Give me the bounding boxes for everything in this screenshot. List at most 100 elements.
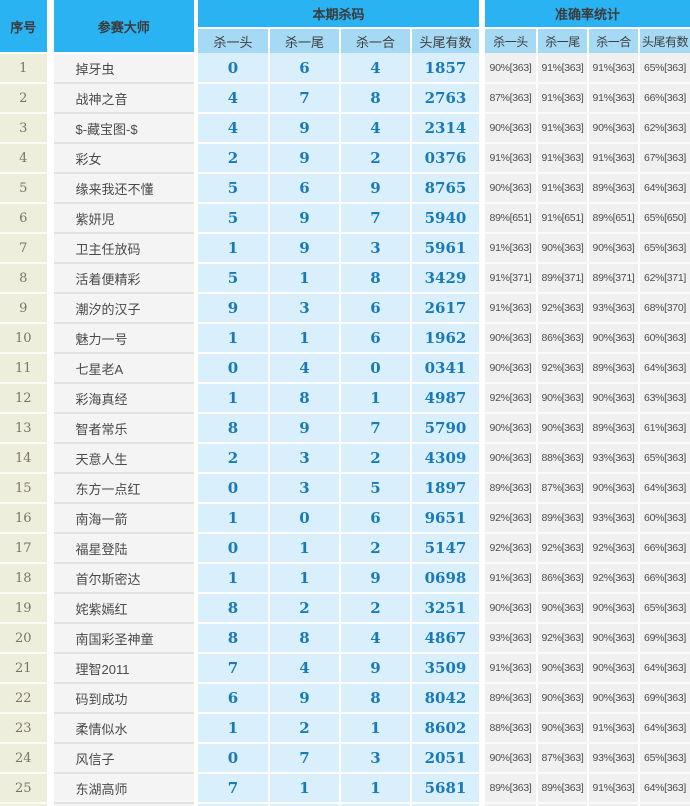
- master-name: 首尔斯密达: [46, 563, 196, 594]
- kill-sum-value: 6: [339, 503, 411, 534]
- row-number: 3: [0, 113, 50, 144]
- kill-tail-value: 4: [268, 353, 340, 384]
- kill-tail-value: 9: [268, 143, 340, 174]
- kill-head-value: 5: [194, 203, 269, 234]
- master-name: 战神之音: [46, 83, 196, 114]
- acc-headtail-value: 64%[363]: [638, 353, 690, 384]
- kill-head-value: 4: [194, 83, 269, 114]
- kill-sum-value: 8: [339, 83, 411, 114]
- kill-head-value: 7: [194, 653, 269, 684]
- kill-sum-value: 8: [339, 683, 411, 714]
- master-name: 风信子: [46, 743, 196, 774]
- master-name: 天意人生: [46, 443, 196, 474]
- headtail-number-value: 5940: [409, 203, 483, 234]
- acc-headtail-value: 66%[363]: [638, 533, 690, 564]
- acc-kill-sum-value: 90%[363]: [587, 323, 640, 354]
- master-name: $-藏宝图-$: [46, 113, 196, 144]
- kill-head-value: 1: [194, 713, 269, 744]
- table-row: 21 理智2011 7 4 9 3509 91%[363] 90%[363] 9…: [0, 653, 690, 684]
- master-name: 福星登陆: [46, 533, 196, 564]
- acc-headtail-value: 66%[363]: [638, 83, 690, 114]
- master-name: 理智2011: [46, 653, 196, 684]
- kill-head-value: 2: [194, 443, 269, 474]
- kill-tail-value: 9: [268, 683, 340, 714]
- acc-headtail-value: 65%[363]: [638, 233, 690, 264]
- row-number: 22: [0, 683, 50, 714]
- table-row: 5 缘来我还不懂 5 6 9 8765 90%[363] 91%[363] 89…: [0, 173, 690, 204]
- kill-tail-value: 7: [268, 83, 340, 114]
- kill-head-value: 5: [194, 263, 269, 294]
- headtail-number-value: 3429: [409, 263, 483, 294]
- kill-tail-value: 9: [268, 233, 340, 264]
- master-name: 智者常乐: [46, 413, 196, 444]
- table-row: 17 福星登陆 0 1 2 5147 92%[363] 92%[363] 92%…: [0, 533, 690, 564]
- table-row: 22 码到成功 6 9 8 8042 89%[363] 90%[363] 90%…: [0, 683, 690, 714]
- kill-tail-value: 3: [268, 473, 340, 504]
- acc-kill-head-value: [479, 803, 538, 806]
- acc-kill-tail-value: 86%[363]: [536, 323, 589, 354]
- headtail-number-value: 1962: [409, 323, 483, 354]
- acc-kill-tail-value: 90%[363]: [536, 713, 589, 744]
- acc-kill-sum-value: 89%[651]: [587, 203, 640, 234]
- row-number: 13: [0, 413, 50, 444]
- row-number: 23: [0, 713, 50, 744]
- acc-kill-sum-value: 89%[363]: [587, 413, 640, 444]
- table-row: 4 彩女 2 9 2 0376 91%[363] 91%[363] 91%[36…: [0, 143, 690, 174]
- kill-sum-value: 6: [339, 323, 411, 354]
- acc-kill-sum-value: 91%[363]: [587, 713, 640, 744]
- kill-tail-value: 1: [268, 563, 340, 594]
- kill-head-value: 5: [194, 173, 269, 204]
- acc-kill-tail-value: [536, 803, 589, 806]
- acc-kill-tail-value: 92%[363]: [536, 353, 589, 384]
- kill-sum-value: 1: [339, 713, 411, 744]
- kill-tail-value: 8: [268, 383, 340, 414]
- row-number: 4: [0, 143, 50, 174]
- acc-kill-tail-value: 91%[363]: [536, 113, 589, 144]
- headtail-number-value: 8602: [409, 713, 483, 744]
- kill-head-value: 8: [194, 413, 269, 444]
- headtail-number-value: 5790: [409, 413, 483, 444]
- kill-tail-value: 3: [268, 443, 340, 474]
- acc-kill-head-value: 88%[363]: [479, 713, 538, 744]
- kill-head-value: 1: [194, 383, 269, 414]
- acc-kill-sum-value: 90%[363]: [587, 473, 640, 504]
- acc-kill-tail-value: 90%[363]: [536, 383, 589, 414]
- row-number: 16: [0, 503, 50, 534]
- headtail-number-value: [409, 803, 483, 806]
- acc-headtail-value: 63%[363]: [638, 383, 690, 414]
- kill-tail-value: 9: [268, 413, 340, 444]
- row-number: 19: [0, 593, 50, 624]
- acc-kill-head-value: 90%[363]: [479, 413, 538, 444]
- acc-kill-tail-value: 91%[651]: [536, 203, 589, 234]
- acc-headtail-value: 69%[363]: [638, 623, 690, 654]
- kill-head-value: 8: [194, 593, 269, 624]
- kill-sum-value: [339, 803, 411, 806]
- subheader-kill-tail: 杀一尾: [268, 28, 340, 53]
- acc-kill-head-value: 91%[371]: [479, 263, 538, 294]
- master-name: 姹紫嫣红: [46, 593, 196, 624]
- kill-head-value: 4: [194, 113, 269, 144]
- headtail-number-value: 1857: [409, 53, 483, 84]
- master-name: 东湖高师: [46, 773, 196, 804]
- acc-kill-tail-value: 86%[363]: [536, 563, 589, 594]
- kill-sum-value: 0: [339, 353, 411, 384]
- master-name: 掉牙虫: [46, 53, 196, 84]
- kill-tail-value: 2: [268, 713, 340, 744]
- table-row: 3 $-藏宝图-$ 4 9 4 2314 90%[363] 91%[363] 9…: [0, 113, 690, 144]
- kill-tail-value: 6: [268, 53, 340, 84]
- subheader-acc-kill-sum: 杀一合: [587, 28, 640, 53]
- kill-head-value: 0: [194, 53, 269, 84]
- acc-kill-sum-value: 93%[363]: [587, 443, 640, 474]
- table-row: 2 战神之音 4 7 8 2763 87%[363] 91%[363] 91%[…: [0, 83, 690, 114]
- row-number: 18: [0, 563, 50, 594]
- table-row: 25 东湖高师 7 1 1 5681 89%[363] 89%[363] 91%…: [0, 773, 690, 804]
- master-name: 潮汐的汉子: [46, 293, 196, 324]
- acc-headtail-value: 64%[363]: [638, 653, 690, 684]
- subheader-kill-head: 杀一头: [194, 28, 269, 53]
- acc-kill-head-value: 91%[363]: [479, 563, 538, 594]
- subheader-acc-kill-head: 杀一头: [479, 28, 538, 53]
- kill-sum-value: 1: [339, 773, 411, 804]
- row-number: 9: [0, 293, 50, 324]
- kill-sum-value: 7: [339, 203, 411, 234]
- subheader-acc-headtail: 头尾有数: [638, 28, 690, 53]
